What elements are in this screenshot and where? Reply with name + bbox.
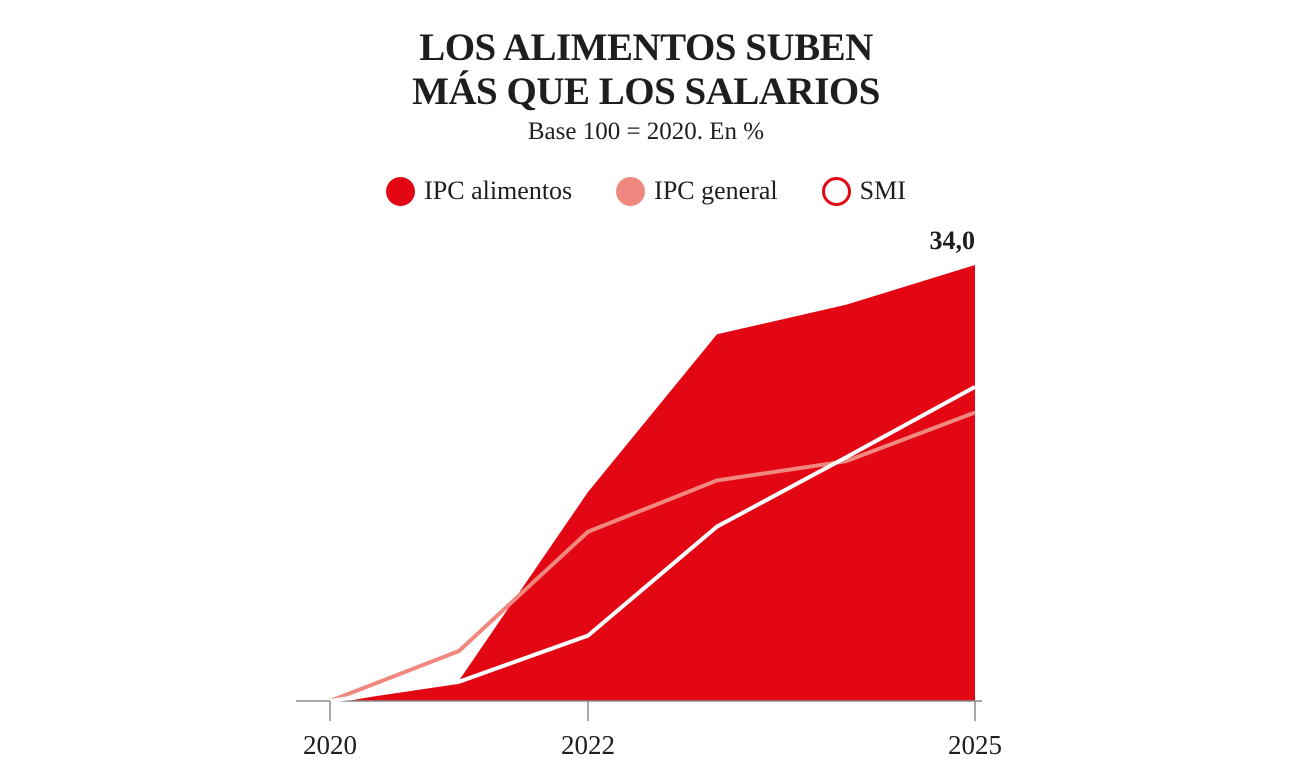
legend-label-smi: SMI [859,176,906,205]
x-tick-label: 2025 [948,730,1002,760]
legend-item-smi: SMI [821,176,906,206]
legend-item-ipc-alimentos: IPC alimentos [386,176,572,206]
chart-subtitle: Base 100 = 2020. En % [527,118,765,145]
chart-title: LOS ALIMENTOS SUBEN MÁS QUE LOS SALARIOS [0,26,1292,114]
x-tick-label: 2020 [303,730,357,760]
legend-item-ipc-general: IPC general [616,176,778,206]
legend-swatch-smi [821,176,851,206]
legend-label-ipc-general: IPC general [654,176,778,205]
value-label: 34,0 [930,226,976,255]
legend: IPC alimentos IPC general SMI [0,176,1292,206]
legend-swatch-ipc-general [616,176,646,206]
legend-swatch-ipc-alimentos [386,176,416,206]
chart-title-line-1: LOS ALIMENTOS SUBEN [419,26,873,69]
chart-title-line-2: MÁS QUE LOS SALARIOS [412,70,880,113]
legend-label-ipc-alimentos: IPC alimentos [424,176,573,205]
line-ipc-general [329,410,976,703]
area-ipc-alimentos [348,265,975,701]
line-smi [329,385,976,703]
x-tick-label: 2022 [561,730,615,760]
